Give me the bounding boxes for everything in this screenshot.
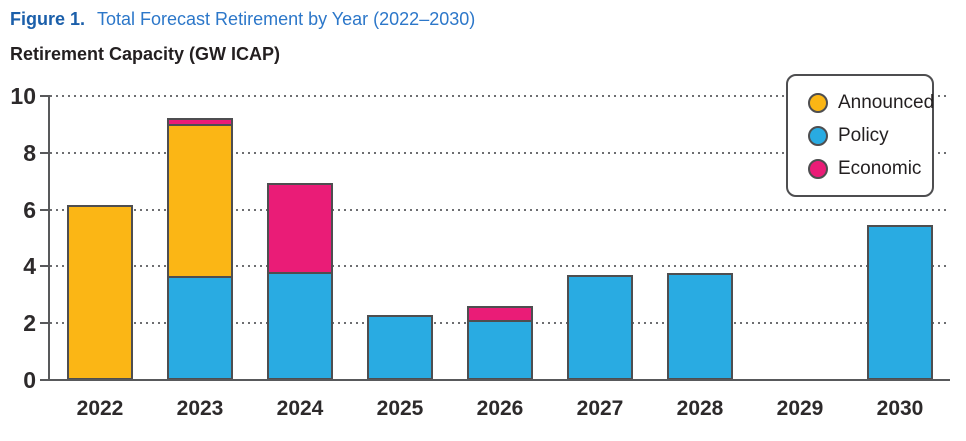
- bar-segment-2026-economic: [467, 306, 533, 320]
- x-tick-label-2022: 2022: [76, 397, 124, 420]
- y-tick-8: [40, 151, 49, 154]
- bar-segment-2024-policy: [267, 272, 333, 380]
- y-tick-2: [40, 322, 49, 325]
- x-tick-label-2023: 2023: [176, 397, 224, 420]
- bar-segment-2028-policy: [667, 273, 733, 380]
- legend-swatch-economic: [808, 158, 828, 179]
- figure-title: Total Forecast Retirement by Year (2022–…: [97, 9, 476, 29]
- y-tick-label-4: 4: [23, 253, 36, 280]
- y-tick-10: [40, 95, 49, 97]
- legend-item-economic: Economic: [808, 156, 932, 182]
- x-tick-label-2026: 2026: [476, 397, 524, 420]
- bar-segment-2024-economic: [267, 183, 333, 272]
- x-axis-line: [40, 379, 950, 381]
- bar-segment-2030-policy: [867, 225, 933, 380]
- y-tick-label-6: 6: [23, 196, 36, 223]
- gridline-10: [50, 95, 948, 97]
- y-axis-title: Retirement Capacity (GW ICAP): [10, 44, 281, 64]
- x-tick-label-2025: 2025: [376, 397, 424, 420]
- y-tick-label-8: 8: [23, 139, 36, 166]
- legend-swatch-policy: [808, 125, 828, 146]
- legend-item-announced: Announced: [808, 90, 935, 116]
- bar-segment-2023-economic: [167, 118, 233, 124]
- bar-segment-2027-policy: [567, 275, 633, 380]
- y-tick-4: [40, 265, 49, 268]
- y-tick-label-0: 0: [23, 367, 36, 393]
- y-tick-6: [40, 208, 49, 211]
- figure-label: Figure 1.: [10, 9, 86, 29]
- y-axis-line: [48, 95, 50, 381]
- legend-label-policy: Policy: [838, 124, 889, 146]
- y-tick-label-10: 10: [10, 83, 36, 109]
- legend-swatch-announced: [808, 92, 828, 113]
- bar-segment-2025-policy: [367, 315, 433, 380]
- legend-box: Announced Policy Economic: [786, 74, 934, 197]
- x-tick-label-2029: 2029: [776, 397, 824, 420]
- x-tick-label-2028: 2028: [676, 397, 724, 420]
- gridline-8: [50, 151, 948, 154]
- bar-segment-2023-policy: [167, 276, 233, 380]
- x-tick-label-2030: 2030: [876, 397, 924, 420]
- x-tick-label-2024: 2024: [276, 397, 324, 420]
- x-tick-label-2027: 2027: [576, 397, 624, 420]
- legend-item-policy: Policy: [808, 123, 932, 149]
- bar-segment-2023-announced: [167, 124, 233, 276]
- figure-caption: Figure 1. Total Forecast Retirement by Ye…: [10, 8, 475, 30]
- gridline-6: [50, 208, 948, 211]
- legend-label-economic: Economic: [838, 157, 922, 179]
- y-tick-label-2: 2: [23, 310, 36, 337]
- bar-segment-2022-announced: [67, 205, 133, 380]
- legend-label-announced: Announced: [838, 91, 935, 113]
- bar-segment-2026-policy: [467, 320, 533, 380]
- gridline-4: [50, 265, 948, 268]
